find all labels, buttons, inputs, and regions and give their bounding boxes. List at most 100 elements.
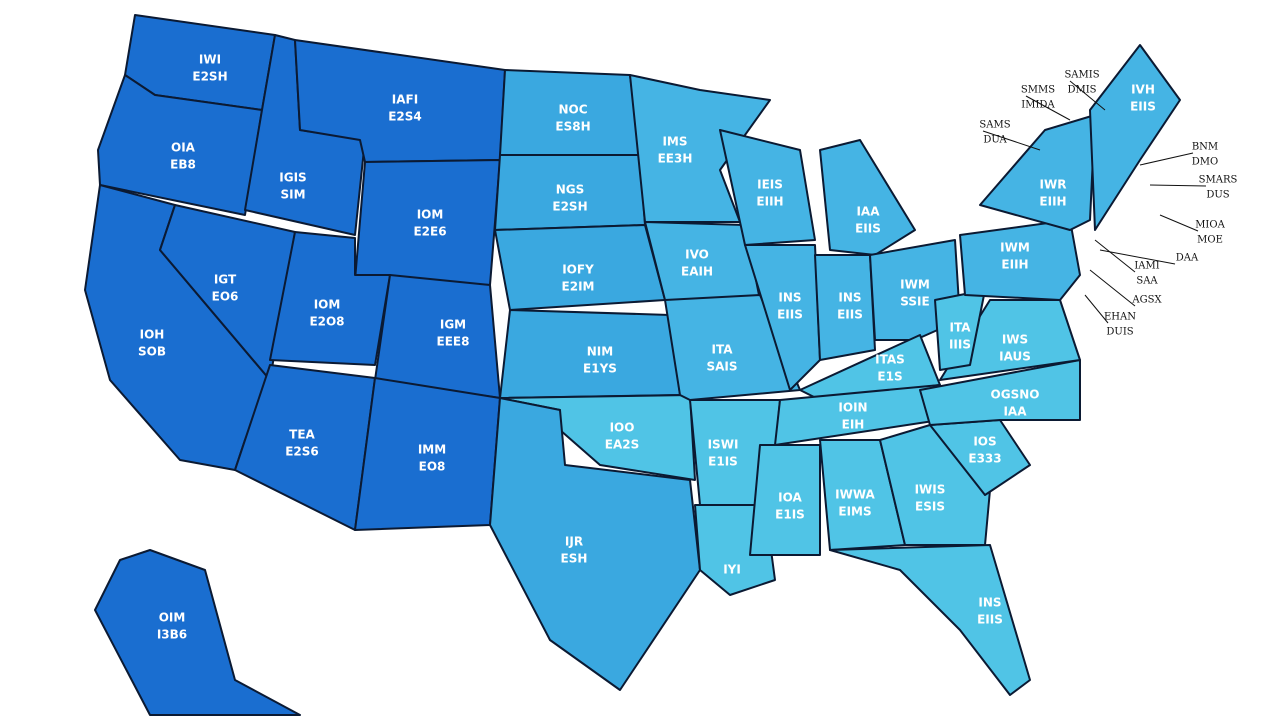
- state-label: IJR: [565, 535, 583, 549]
- state-label: EIIS: [977, 613, 1003, 627]
- callout-label: SAMIS: [1064, 70, 1099, 81]
- state-label: SAIS: [706, 360, 737, 374]
- callout-label: IMIDA: [1021, 100, 1055, 111]
- state-label: EEE8: [437, 335, 470, 349]
- callout-label: DMIS: [1067, 85, 1096, 96]
- state: [979, 114, 1096, 231]
- state-label: E2E6: [413, 225, 446, 239]
- state: [1089, 44, 1181, 231]
- state-label: EA2S: [605, 438, 639, 452]
- state: [919, 359, 1081, 426]
- callout-label: SMARS: [1199, 175, 1238, 186]
- state-label: OIM: [159, 611, 186, 625]
- state-label: E2SH: [552, 200, 587, 214]
- state-label: EIIS: [1130, 100, 1156, 114]
- state-label: IWR: [1040, 178, 1067, 192]
- state-label: ESH: [561, 552, 588, 566]
- state-label: IVO: [685, 248, 709, 262]
- state: [94, 549, 301, 716]
- state-label: IWI: [199, 53, 221, 67]
- state-label: IOM: [314, 298, 341, 312]
- state-label: EIIS: [855, 222, 881, 236]
- state-label: E1IS: [775, 508, 805, 522]
- state-label: ITA: [949, 321, 971, 335]
- state-label: EO8: [419, 460, 446, 474]
- state-label: INS: [838, 291, 861, 305]
- state-label: NGS: [556, 183, 585, 197]
- state: [354, 159, 501, 286]
- state-label: IGM: [440, 318, 466, 332]
- callout-label: MOE: [1197, 235, 1223, 246]
- state-label: SIM: [280, 188, 305, 202]
- state-label: IYI: [723, 563, 741, 577]
- state-label: E1YS: [583, 362, 617, 376]
- state-label: E2SH: [192, 70, 227, 84]
- callout-label: MIOA: [1195, 220, 1225, 231]
- state-label: ESIS: [915, 500, 945, 514]
- callout-label: DUS: [1206, 190, 1229, 201]
- leader-line: [1159, 214, 1199, 232]
- state-label: SOB: [138, 345, 166, 359]
- state-label: E2S6: [285, 445, 319, 459]
- state-label: ITA: [711, 343, 733, 357]
- callout-label: SMMS: [1021, 85, 1055, 96]
- leader-line: [1084, 294, 1109, 324]
- state-label: IOH: [140, 328, 165, 342]
- state-label: E1S: [877, 370, 902, 384]
- leader-line: [1089, 269, 1136, 307]
- leader-line: [1099, 249, 1176, 265]
- state-label: EAIH: [681, 265, 713, 279]
- leader-line: [1069, 80, 1106, 111]
- state-label: NOC: [558, 103, 587, 117]
- state-label: E2O8: [309, 315, 344, 329]
- state-label: EIIS: [777, 308, 803, 322]
- state: [829, 544, 1031, 696]
- state-label: ES8H: [555, 120, 590, 134]
- state-label: IWWA: [835, 488, 875, 502]
- state-label: IMS: [662, 135, 687, 149]
- states-layer: [84, 14, 1181, 716]
- state-label: I3B6: [157, 628, 187, 642]
- state: [234, 364, 376, 531]
- state-label: EIIS: [837, 308, 863, 322]
- state-label: E2S4: [388, 110, 422, 124]
- state-label: EO6: [212, 290, 239, 304]
- state-label: IOIN: [838, 401, 867, 415]
- callout-label: IAMI: [1134, 261, 1159, 272]
- callout-label: DMO: [1192, 157, 1218, 168]
- state: [749, 444, 821, 556]
- state-label: INS: [978, 596, 1001, 610]
- state-label: NIM: [587, 345, 613, 359]
- state-label: IAA: [1003, 405, 1027, 419]
- callout-label: AGSX: [1131, 295, 1162, 306]
- leader-line: [1139, 152, 1194, 166]
- state-label: IAFI: [392, 93, 418, 107]
- state: [819, 139, 916, 256]
- state-label: EIMS: [838, 505, 871, 519]
- state-label: EIH: [842, 418, 865, 432]
- state-label: E1IS: [708, 455, 738, 469]
- state-label: IGT: [214, 273, 237, 287]
- state-label: E333: [968, 452, 1001, 466]
- state-label: EIIH: [1039, 195, 1066, 209]
- state-label: IOFY: [562, 263, 594, 277]
- state-label: IOS: [973, 435, 996, 449]
- state-label: INS: [778, 291, 801, 305]
- leader-line: [1094, 239, 1136, 273]
- state-label: IVH: [1131, 83, 1155, 97]
- state-label: EB8: [170, 158, 196, 172]
- callout-label: SAMS: [979, 120, 1010, 131]
- state-label: ITAS: [875, 353, 905, 367]
- leader-line: [982, 130, 1041, 151]
- state-label: IWM: [900, 278, 930, 292]
- leader-line: [1149, 184, 1207, 187]
- state-label: SSIE: [900, 295, 929, 309]
- callout-label: SAA: [1136, 276, 1158, 287]
- callout-label: DAA: [1176, 253, 1199, 264]
- state-label: IOM: [417, 208, 444, 222]
- state: [97, 74, 263, 216]
- state-label: OGSNO: [991, 388, 1040, 402]
- leader-line: [1025, 95, 1071, 121]
- state-label: OIA: [171, 141, 196, 155]
